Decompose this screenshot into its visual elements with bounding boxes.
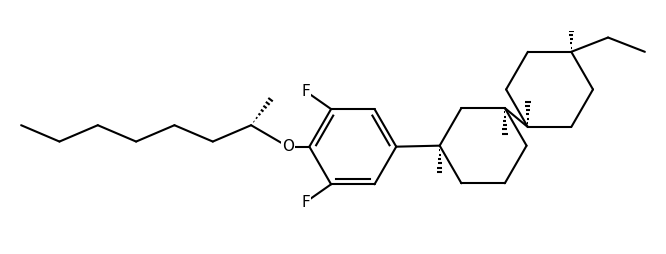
Text: F: F (301, 84, 310, 99)
Text: O: O (282, 139, 294, 154)
Text: F: F (301, 195, 310, 210)
